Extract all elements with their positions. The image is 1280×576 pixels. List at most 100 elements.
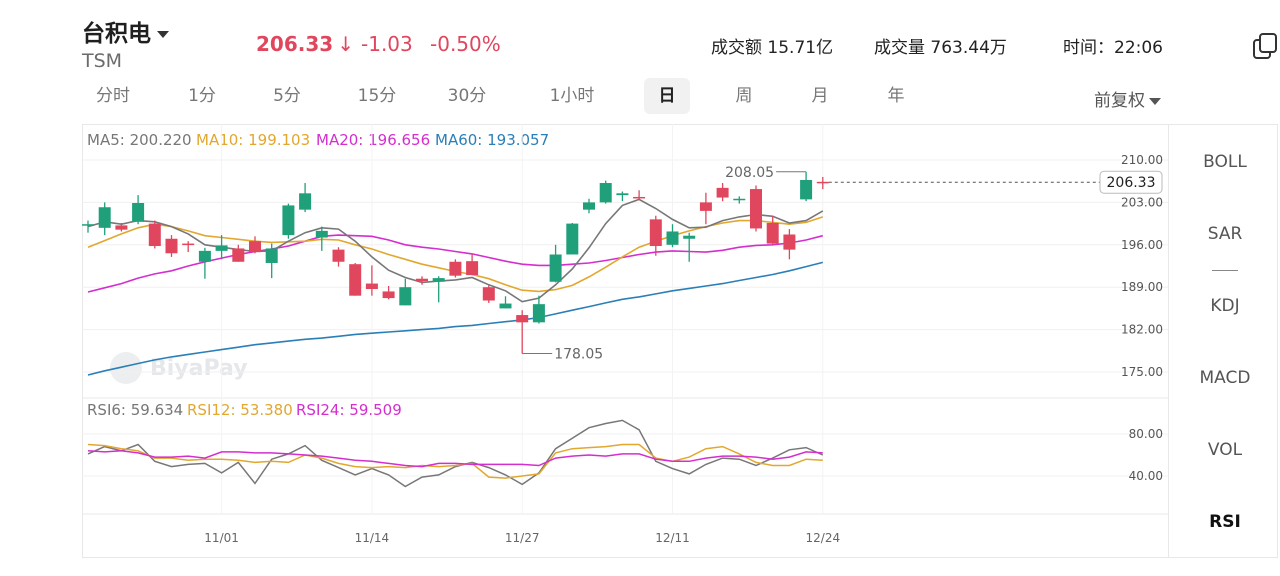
y-tick-label: 189.00 [1121, 280, 1163, 294]
indicator-sar[interactable]: SAR [1207, 224, 1243, 244]
candle-body [466, 261, 479, 276]
turnover-label: 成交额 [711, 38, 762, 58]
chevron-down-icon [1149, 97, 1161, 105]
indicator-boll[interactable]: BOLL [1203, 152, 1247, 172]
period-tabs: 分时 1分 5分 15分 30分 1小时 日 周 月 年 [82, 78, 1172, 114]
last-price: 206.33 ↓ [256, 32, 354, 56]
adjust-selector[interactable]: 前复权 [1094, 86, 1161, 111]
last-price-tag-label: 206.33 [1107, 175, 1156, 191]
price-change: -1.03 [361, 32, 413, 56]
x-tick-label: 12/11 [655, 531, 690, 545]
x-tick-label: 11/27 [505, 531, 540, 545]
candle-body [649, 219, 662, 247]
candle-body [249, 241, 261, 253]
volume: 成交量 763.44万 [874, 33, 1007, 58]
legend-rsi6: RSI6: 59.634 [87, 401, 184, 419]
candle-body [432, 278, 445, 282]
update-time: 时间：22:06 [1063, 33, 1163, 58]
candle-body [232, 248, 245, 262]
candle-body [482, 287, 495, 301]
legend-rsi24: RSI24: 59.509 [296, 401, 402, 419]
y-tick-label: 182.00 [1121, 323, 1163, 337]
y-tick-label: 210.00 [1121, 153, 1163, 167]
rsi-line-rsi6 [87, 419, 824, 488]
y-tick-label: 203.00 [1121, 195, 1163, 209]
volume-value: 763.44万 [930, 38, 1007, 58]
candle-body [416, 278, 428, 282]
tab-period[interactable]: 1分 [188, 86, 216, 106]
tab-period[interactable]: 周 [735, 86, 753, 106]
candle-body [349, 264, 362, 296]
rsi-line-rsi24 [87, 450, 823, 468]
tab-period[interactable]: 分时 [96, 86, 130, 106]
candle-body [616, 193, 629, 196]
candle-body [148, 223, 161, 247]
watermark: BiyaPay [150, 356, 248, 381]
ma60-line [87, 261, 823, 376]
tab-period[interactable]: 1小时 [549, 86, 595, 106]
candle-body [516, 315, 529, 323]
tab-period[interactable]: 日 [644, 78, 690, 114]
x-tick-label: 11/01 [204, 531, 239, 545]
tab-period[interactable]: 15分 [357, 86, 397, 106]
indicator-kdj[interactable]: KDJ [1210, 296, 1240, 316]
candle-body [449, 261, 462, 276]
candle-body [750, 189, 762, 229]
candle-body [599, 183, 612, 203]
candle-body [583, 202, 595, 210]
candle-body [315, 230, 328, 238]
candle-body [699, 202, 712, 211]
high-price-label: 208.05 [725, 165, 774, 181]
legend-ma5: MA5: 200.220 [87, 131, 192, 149]
legend-rsi12: RSI12: 53.380 [187, 401, 293, 419]
ticker-symbol: TSM [82, 50, 123, 72]
indicator-vol[interactable]: VOL [1207, 440, 1243, 460]
candle-body [265, 248, 278, 263]
candle-body [282, 205, 295, 236]
candle-body [332, 249, 345, 262]
x-tick-label: 12/24 [806, 531, 841, 545]
candle-body [816, 181, 829, 184]
candle-body [566, 223, 579, 255]
turnover: 成交额 15.71亿 [711, 33, 833, 58]
indicator-divider [1212, 270, 1238, 271]
low-price-label: 178.05 [554, 347, 603, 363]
legend-ma20: MA20: 196.656 [316, 131, 431, 149]
turnover-value: 15.71亿 [767, 38, 834, 58]
chevron-down-icon [157, 31, 169, 38]
indicator-panel: BOLL SAR KDJ MACD VOL RSI [1168, 124, 1280, 558]
candle-body [800, 179, 813, 200]
arrow-down-icon: ↓ [337, 32, 354, 56]
y-tick-label: 196.00 [1121, 238, 1163, 252]
tab-period[interactable]: 年 [887, 86, 905, 106]
y-tick-label: 175.00 [1121, 365, 1163, 379]
candle-body [683, 235, 696, 239]
tab-period[interactable]: 30分 [447, 86, 487, 106]
tab-period[interactable]: 月 [811, 86, 829, 106]
candle-body [532, 304, 545, 323]
candle-body [549, 254, 562, 282]
chart-panel [82, 124, 1278, 558]
share-icon[interactable] [1252, 30, 1278, 60]
candle-body [115, 225, 128, 230]
rsi-y-tick-label: 80.00 [1129, 427, 1163, 441]
candle-body [215, 245, 228, 251]
tab-period[interactable]: 5分 [273, 86, 301, 106]
indicator-rsi[interactable]: RSI [1209, 512, 1241, 532]
x-tick-label: 11/14 [355, 531, 390, 545]
stock-name[interactable]: 台积电 [82, 14, 169, 48]
candle-body [666, 231, 679, 245]
candle-body [382, 291, 395, 299]
volume-label: 成交量 [874, 38, 925, 58]
price-change-percent: -0.50% [430, 32, 501, 56]
indicator-macd[interactable]: MACD [1199, 368, 1251, 388]
ma5-line [87, 198, 824, 303]
candle-body [182, 243, 195, 246]
candle-body [499, 303, 512, 309]
last-price-tag [1099, 170, 1163, 194]
candle-body [132, 203, 145, 222]
legend-ma10: MA10: 199.103 [196, 131, 311, 149]
candle-body [98, 207, 111, 228]
candle-body [633, 196, 646, 199]
